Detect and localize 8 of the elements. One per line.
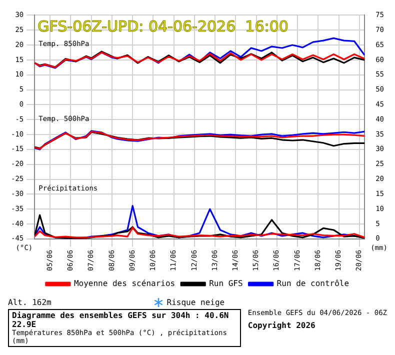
legend-label: Moyenne des scénarios: [74, 279, 176, 288]
chart-title: GFS-06Z-UPD: 04-06-2026 16:00: [38, 18, 288, 36]
text: Diagramme des ensembles GEFS sur 304h : 40.6N 22.9E: [12, 311, 230, 329]
text: Alt. 162m: [8, 298, 52, 307]
legend-label: Run GFS: [209, 279, 243, 288]
text: Copyright 2026: [248, 321, 316, 330]
text: Risque neige: [166, 298, 225, 307]
legend-label: Run de contrôle: [276, 279, 350, 288]
